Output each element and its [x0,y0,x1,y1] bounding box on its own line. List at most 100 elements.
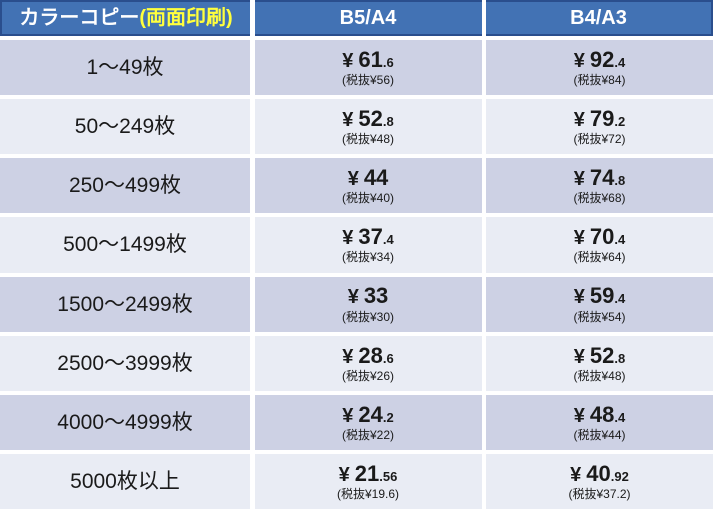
yen-sign: ¥ [573,286,585,309]
price-value: ¥74.8 [573,165,625,191]
header-product-white: カラーコピー [19,7,140,29]
price-frac: .8 [614,350,626,366]
yen-sign: ¥ [573,227,585,250]
price-frac: .4 [614,54,626,70]
qty-cell: 250〜499枚 [0,158,250,214]
price-cell-b5a4: ¥24.2 (税抜¥22) [254,394,482,450]
price-int: 52 [589,342,615,368]
price-frac: .2 [614,114,626,129]
header-product-label: カラーコピー(両面印刷) [19,7,232,29]
yen-sign: ¥ [570,463,582,486]
qty-cell: 1500〜2499枚 [0,276,250,332]
price-frac: .4 [614,291,626,307]
price-cell-b4a3: ¥52.8 (税抜¥48) [486,335,713,391]
tax-note: (税抜¥40) [341,191,394,206]
yen-sign: ¥ [342,227,354,250]
yen-sign: ¥ [347,286,359,309]
price-value: ¥21.56 [338,460,398,486]
price-cell-b4a3: ¥92.4 (税抜¥84) [486,40,713,96]
price-int: 40 [586,460,611,486]
price-int: 92 [589,46,615,72]
yen-sign: ¥ [573,345,585,368]
price-value: ¥40.92 [570,460,629,486]
tax-note: (税抜¥56) [341,73,394,88]
price-int: 24 [358,401,383,427]
header-product-yellow: (両面印刷) [139,7,233,29]
price-cell-b5a4: ¥44 (税抜¥40) [254,158,482,214]
price-cell-b5a4: ¥33 (税抜¥30) [254,276,482,332]
price-int: 48 [589,401,615,427]
qty-cell: 1〜49枚 [0,40,250,96]
tax-note: (税抜¥48) [341,132,394,147]
price-value: ¥52.8 [573,342,626,368]
price-value: ¥61.6 [342,46,394,72]
qty-cell: 4000〜4999枚 [0,394,250,450]
price-int: 61 [358,46,383,72]
price-frac: .6 [382,350,394,366]
price-cell-b4a3: ¥59.4 (税抜¥54) [486,276,713,332]
price-value: ¥37.4 [342,224,394,250]
yen-sign: ¥ [573,168,585,191]
price-value: ¥59.4 [573,284,626,309]
qty-cell: 2500〜3999枚 [0,335,250,391]
price-frac: .56 [379,468,398,484]
price-cell-b5a4: ¥37.4 (税抜¥34) [254,217,482,273]
yen-sign: ¥ [338,463,350,486]
tax-note: (税抜¥54) [573,309,626,324]
header-size-b4a3: B4/A3 [486,0,713,36]
price-cell-b5a4: ¥61.6 (税抜¥56) [254,40,482,96]
yen-sign: ¥ [342,49,354,72]
price-value: ¥44 [347,165,389,191]
price-value: ¥24.2 [342,401,394,427]
qty-cell: 500〜1499枚 [0,217,250,273]
tax-note: (税抜¥48) [573,368,626,383]
price-int: 74 [589,165,615,191]
yen-sign: ¥ [342,345,354,368]
tax-note: (税抜¥19.6) [336,486,400,501]
price-value: ¥33 [347,283,389,309]
price-frac: .8 [382,114,394,129]
price-cell-b4a3: ¥48.4 (税抜¥44) [486,394,713,450]
price-frac: .6 [382,54,394,70]
price-frac: .4 [614,232,626,248]
price-int: 52 [358,106,383,131]
price-cell-b5a4: ¥21.56 (税抜¥19.6) [254,453,482,509]
price-int: 37 [358,224,383,250]
price-int: 44 [363,165,389,191]
price-value: ¥79.2 [573,106,626,131]
tax-note: (税抜¥26) [341,368,394,383]
price-cell-b4a3: ¥40.92 (税抜¥37.2) [486,453,713,509]
tax-note: (税抜¥37.2) [568,486,631,501]
price-cell-b4a3: ¥74.8 (税抜¥68) [486,158,713,214]
header-product: カラーコピー(両面印刷) [0,0,250,36]
price-value: ¥48.4 [573,401,625,427]
price-value: ¥28.6 [342,342,394,368]
price-cell-b5a4: ¥28.6 (税抜¥26) [254,335,482,391]
price-value: ¥92.4 [573,46,626,72]
yen-sign: ¥ [573,49,585,72]
yen-sign: ¥ [342,404,354,427]
tax-note: (税抜¥30) [341,309,394,324]
yen-sign: ¥ [573,109,585,131]
yen-sign: ¥ [347,168,359,191]
price-int: 70 [589,224,615,250]
price-frac: .2 [382,409,394,425]
price-frac: .92 [610,468,629,484]
tax-note: (税抜¥22) [341,427,394,442]
price-cell-b4a3: ¥70.4 (税抜¥64) [486,217,713,273]
price-int: 79 [589,106,615,131]
tax-note: (税抜¥64) [573,250,626,265]
price-int: 21 [354,460,380,486]
tax-note: (税抜¥84) [573,73,626,88]
yen-sign: ¥ [573,404,585,427]
price-int: 33 [363,283,389,309]
qty-cell: 50〜249枚 [0,99,250,155]
price-int: 28 [358,342,383,368]
price-value: ¥52.8 [342,106,394,131]
yen-sign: ¥ [342,109,354,131]
tax-note: (税抜¥34) [341,250,394,265]
price-frac: .4 [382,232,394,248]
price-value: ¥70.4 [573,224,626,250]
